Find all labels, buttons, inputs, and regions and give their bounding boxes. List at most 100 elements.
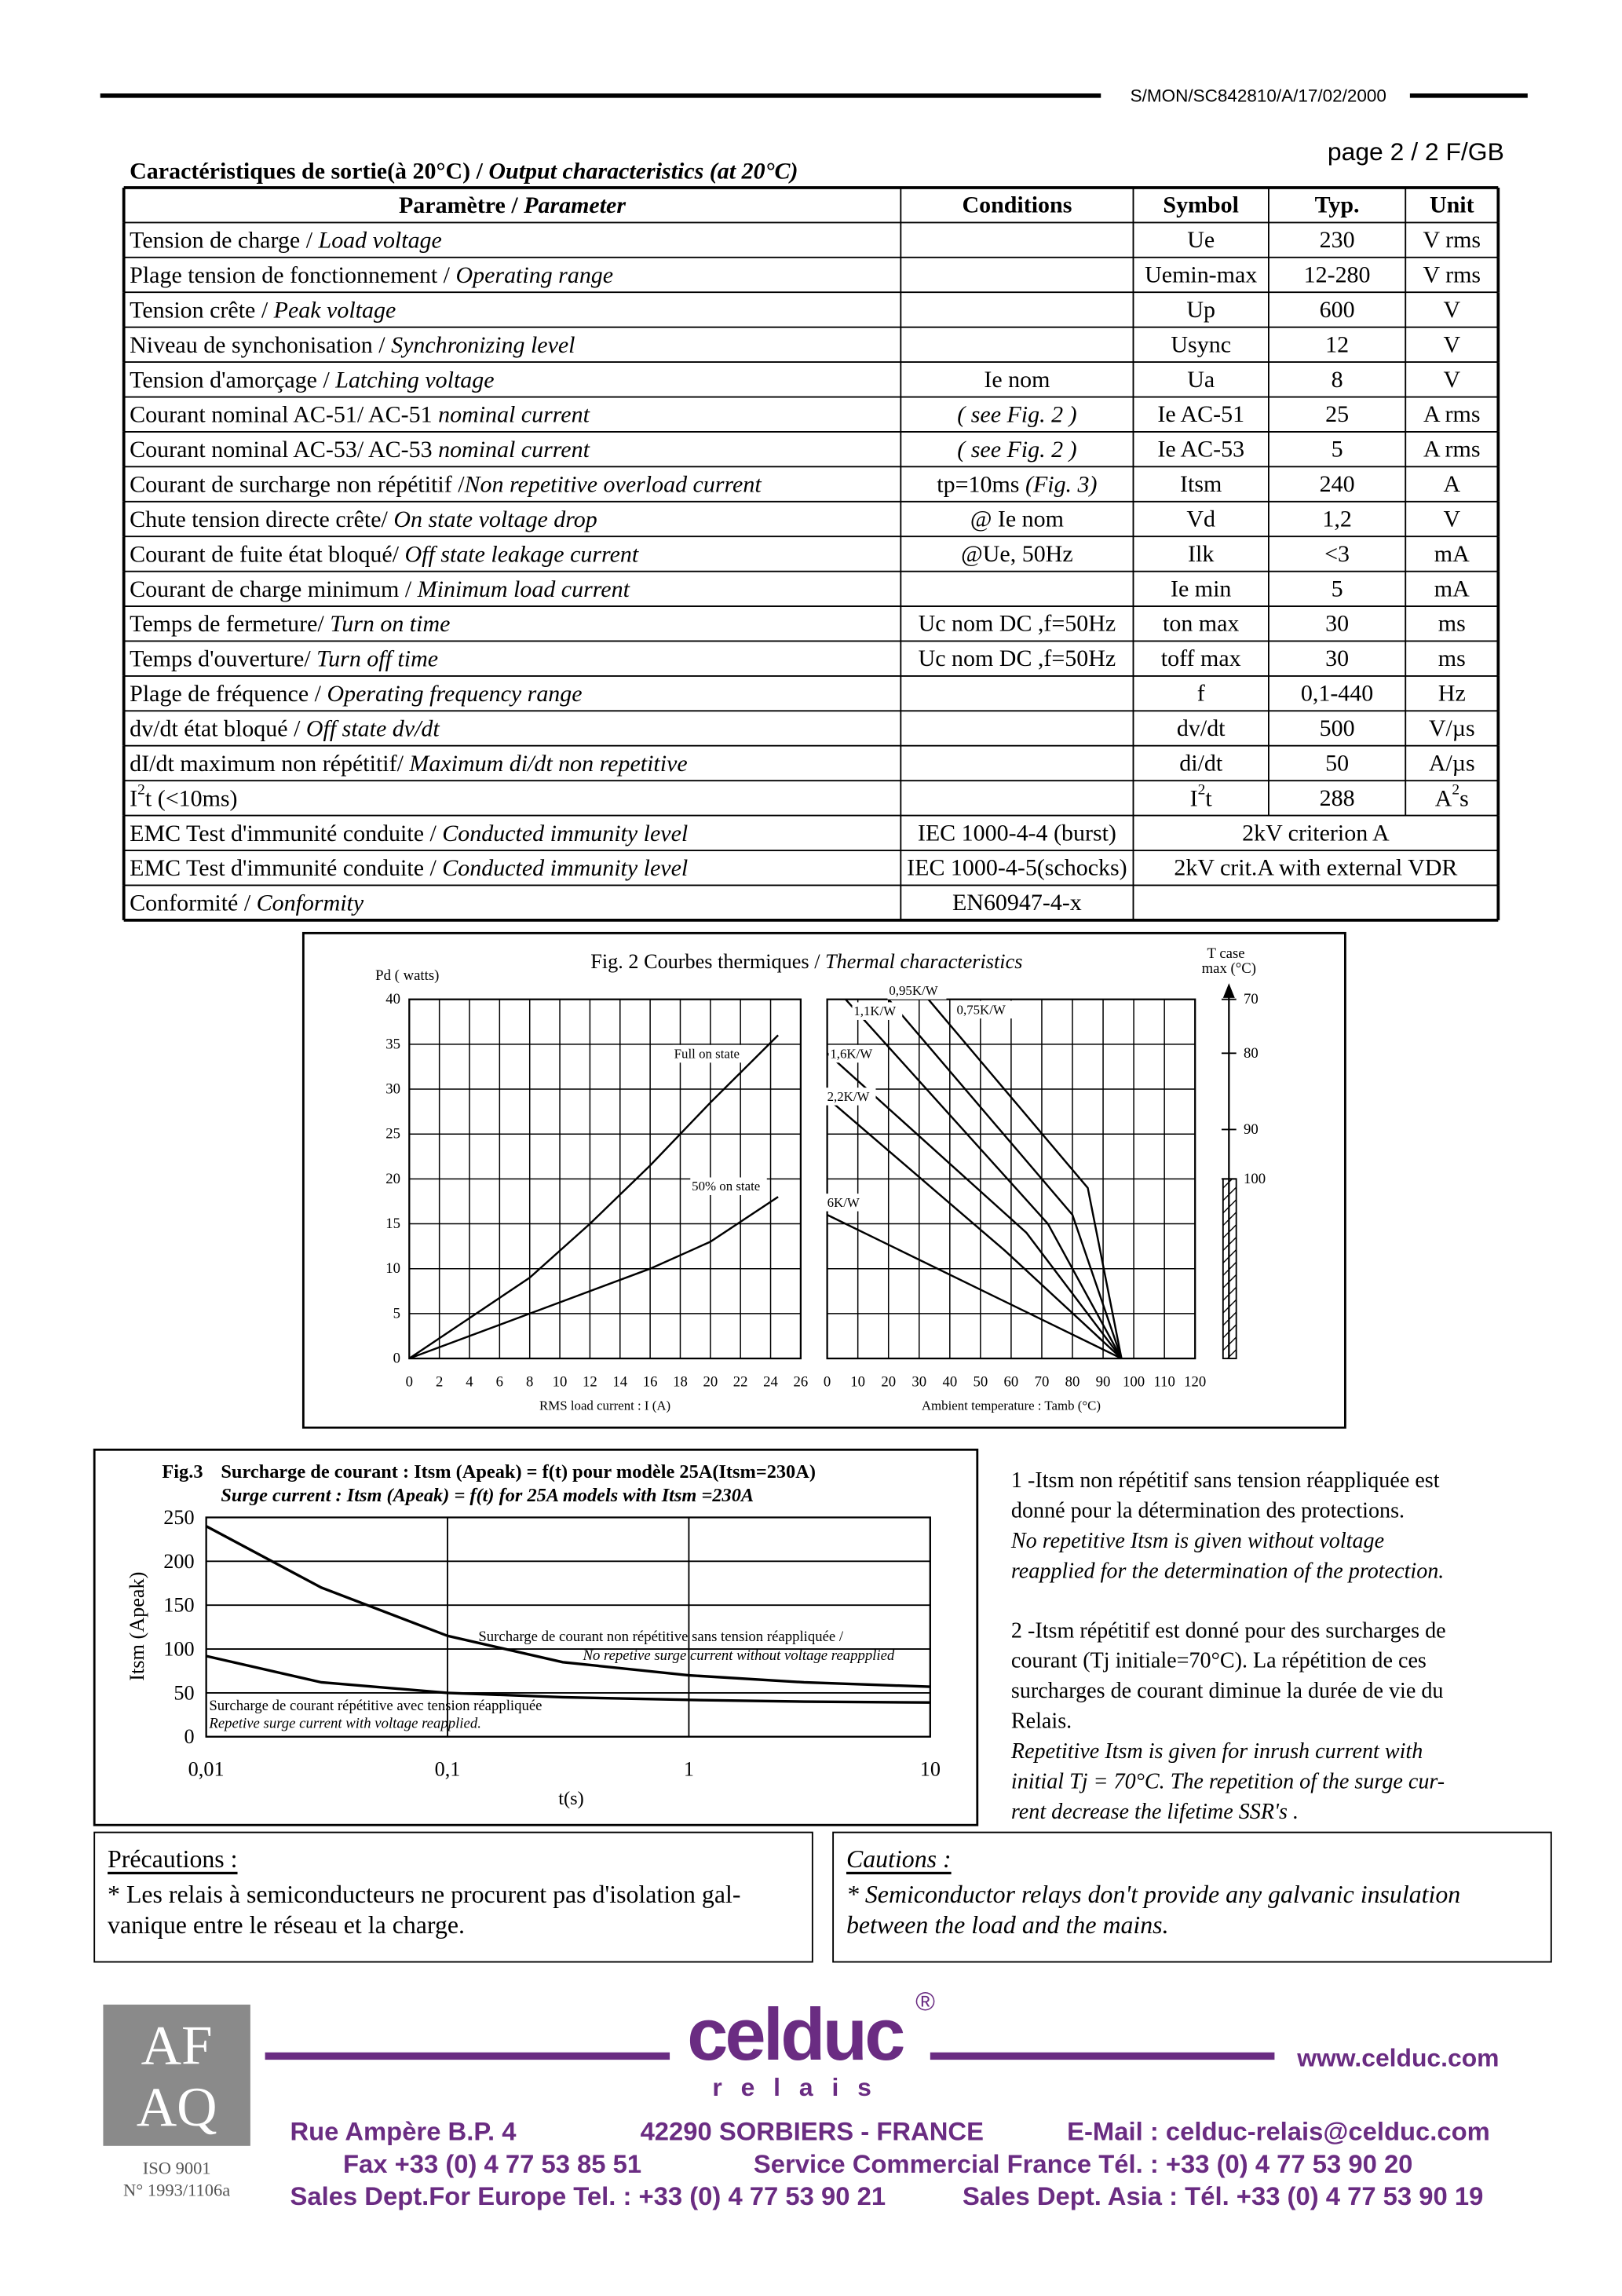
text-span: dv/dt état bloqué / xyxy=(130,715,306,741)
text-span: EMC Test d'immunité conduite / xyxy=(130,855,442,881)
cell: Ie AC-53 xyxy=(1157,437,1244,462)
cell: Courant nominal AC-53/ AC-53 nominal cur… xyxy=(130,437,590,462)
cell: Chute tension directe crête/ On state vo… xyxy=(130,506,597,532)
text-span: Turn on time xyxy=(330,611,450,637)
cell: IEC 1000-4-5(schocks) xyxy=(907,855,1127,881)
column-header: Unit xyxy=(1430,192,1474,218)
text-span: Fig. 2 Courbes thermiques / xyxy=(590,949,825,972)
cell: EMC Test d'immunité conduite / Conducted… xyxy=(130,820,688,846)
text-span: Turn off time xyxy=(316,645,438,671)
iso-number: N° 1993/1106a xyxy=(123,2181,230,2200)
brand-sub: r e l a i s xyxy=(712,2073,877,2101)
cell: V xyxy=(1443,331,1460,357)
text-span: 2 xyxy=(1452,781,1459,798)
curve xyxy=(826,1097,1123,1359)
plot-frame xyxy=(826,998,1196,1360)
cell: V rms xyxy=(1423,227,1481,253)
text-span: 2 xyxy=(137,781,145,798)
text-span: Paramètre / xyxy=(399,192,524,218)
cell: A2s xyxy=(1435,781,1469,810)
text-span: Courant nominal AC-51/ AC-51 xyxy=(130,401,438,427)
x-tick-label: 60 xyxy=(1004,1374,1019,1391)
cell: V xyxy=(1443,506,1460,532)
cell: V rms xyxy=(1423,262,1481,288)
text-span: Operating range xyxy=(455,262,613,288)
cell: 2kV criterion A xyxy=(1242,820,1390,846)
figure-title: Surge current : Itsm (Apeak) = f(t) for … xyxy=(221,1485,754,1506)
curve-label: Surcharge de courant répétitive avec ten… xyxy=(209,1698,542,1714)
doc-ref: S/MON/SC842810/A/17/02/2000 xyxy=(1131,86,1386,105)
contact-line: Service Commercial France Tél. : +33 (0)… xyxy=(754,2149,1413,2178)
contact-line: Sales Dept.For Europe Tel. : +33 (0) 4 7… xyxy=(290,2181,886,2210)
website: www.celduc.com xyxy=(1296,2043,1499,2071)
note-line: Relais. xyxy=(1011,1709,1072,1734)
label-bg xyxy=(825,1194,868,1212)
x-tick-label: 50 xyxy=(973,1374,988,1391)
x-tick-label: 18 xyxy=(673,1374,688,1391)
plot-frame xyxy=(205,1516,931,1738)
text-span: Latching voltage xyxy=(334,367,494,393)
x-axis-label: RMS load current : I (A) xyxy=(539,1398,670,1413)
cell: Ua xyxy=(1187,367,1215,393)
cell: Courant de charge minimum / Minimum load… xyxy=(130,576,630,601)
cell: Courant de surcharge non répétitif /Non … xyxy=(130,471,762,497)
x-tick-label: 20 xyxy=(881,1374,896,1391)
y-tick-label: 200 xyxy=(163,1550,194,1573)
cell: 230 xyxy=(1320,227,1355,253)
brand-logo: celduc xyxy=(687,1993,904,2075)
cell: I2t xyxy=(1190,781,1213,810)
curve-label: 1,1K/W xyxy=(853,1004,896,1018)
cell: Plage de fréquence / Operating frequency… xyxy=(130,681,582,707)
cell: Itsm xyxy=(1180,471,1222,497)
cell: 25 xyxy=(1325,401,1349,427)
note-box xyxy=(832,1831,1552,1963)
cell: 5 xyxy=(1332,437,1343,462)
cell: mA xyxy=(1434,541,1470,567)
cell: 500 xyxy=(1320,715,1355,741)
box-title: Précautions : xyxy=(108,1845,237,1873)
text-span: I xyxy=(130,785,137,811)
x-tick-label: 120 xyxy=(1184,1374,1206,1391)
text-span: dI/dt maximum non répétitif/ xyxy=(130,750,409,776)
figure-title: Fig. 2 Courbes thermiques / Thermal char… xyxy=(590,949,1022,972)
cell: Hz xyxy=(1438,681,1466,707)
x-tick-label: 24 xyxy=(763,1374,778,1391)
text-span: Off state leakage current xyxy=(405,541,639,567)
contact-line: Rue Ampère B.P. 4 xyxy=(290,2117,517,2146)
contact-line: E-Mail : celduc-relais@celduc.com xyxy=(1067,2117,1490,2146)
text-span: Conducted immunity level xyxy=(442,820,688,846)
cell: 12-280 xyxy=(1304,262,1371,288)
cell: 1,2 xyxy=(1322,506,1351,532)
cell: dv/dt état bloqué / Off state dv/dt xyxy=(130,715,440,741)
contact-line: 42290 SORBIERS - FRANCE xyxy=(641,2117,984,2146)
x-tick-label: 90 xyxy=(1096,1374,1111,1391)
x-axis-label: Ambient temperature : Tamb (°C) xyxy=(922,1398,1101,1413)
afaq-text: AQ xyxy=(137,2077,217,2138)
x-tick-label: 16 xyxy=(643,1374,658,1391)
cell: 600 xyxy=(1320,297,1355,323)
cell: EMC Test d'immunité conduite / Conducted… xyxy=(130,855,688,881)
figure-frame xyxy=(93,1448,979,1826)
cell: Courant nominal AC-51/ AC-51 nominal cur… xyxy=(130,401,590,427)
text-span: (Fig. 3) xyxy=(1025,471,1098,497)
curve xyxy=(845,998,1123,1359)
cell: Ie min xyxy=(1171,576,1231,601)
cell: Temps de fermeture/ Turn on time xyxy=(130,611,450,637)
cell: ton max xyxy=(1163,611,1239,637)
cell: 2kV crit.A with external VDR xyxy=(1174,855,1457,881)
text-span: Temps de fermeture/ xyxy=(130,611,330,637)
x-tick-label: 26 xyxy=(794,1374,809,1391)
cell: Vd xyxy=(1186,506,1215,532)
label-bg xyxy=(690,1177,767,1195)
text-span: Conducted immunity level xyxy=(442,855,688,881)
note-line: reapplied for the determination of the p… xyxy=(1011,1559,1444,1583)
text-span: I xyxy=(1190,785,1198,811)
curve-label: 1,6K/W xyxy=(830,1047,872,1062)
text-span: ( see Fig. 2 ) xyxy=(957,437,1076,462)
text-span: On state voltage drop xyxy=(393,506,597,532)
cell: Tension d'amorçage / Latching voltage xyxy=(130,367,494,393)
text-span: Courant de charge minimum / xyxy=(130,576,417,601)
